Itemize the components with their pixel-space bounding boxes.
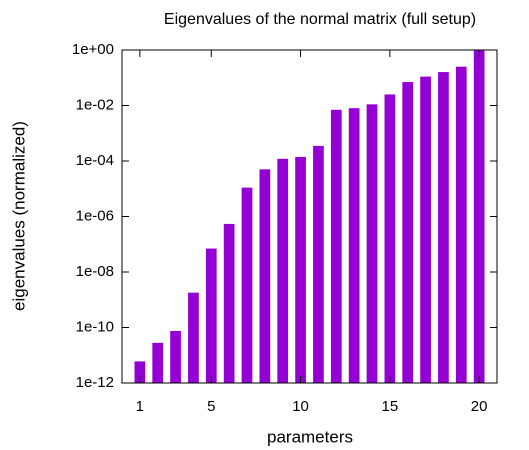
y-tick-label: 1e+00	[72, 41, 114, 58]
bar	[330, 109, 342, 384]
y-tick-label: 1e-12	[76, 374, 114, 391]
bar	[170, 330, 181, 383]
bar	[295, 156, 306, 383]
y-tick-label: 1e-10	[76, 318, 114, 335]
x-axis-label: parameters	[267, 427, 353, 446]
x-tick-label: 10	[292, 398, 309, 415]
bar	[259, 169, 271, 383]
x-tick-label: 5	[207, 398, 215, 415]
y-tick-label: 1e-08	[76, 263, 114, 280]
bar	[420, 76, 431, 384]
bar	[473, 50, 485, 383]
bar	[223, 223, 235, 383]
bar	[366, 104, 378, 384]
plot-frame	[121, 49, 498, 384]
bar	[455, 66, 467, 384]
bar	[134, 361, 146, 383]
chart-title: Eigenvalues of the normal matrix (full s…	[164, 11, 476, 28]
bar	[438, 72, 449, 384]
y-tick-label: 1e-06	[76, 207, 114, 224]
bar	[313, 145, 324, 383]
bar	[384, 94, 396, 384]
y-axis-label: eigenvalues (normalized)	[9, 121, 28, 311]
y-tick-label: 1e-02	[76, 96, 114, 113]
x-tick-label: 20	[471, 398, 488, 415]
y-tick-label: 1e-04	[76, 152, 114, 169]
bar	[152, 342, 164, 383]
bar	[348, 108, 360, 383]
bar	[188, 292, 199, 383]
x-tick-label: 1	[136, 398, 144, 415]
bar	[277, 158, 289, 383]
x-tick-label: 15	[382, 398, 399, 415]
bar	[241, 187, 253, 383]
bar	[205, 248, 217, 383]
bar	[402, 82, 414, 384]
